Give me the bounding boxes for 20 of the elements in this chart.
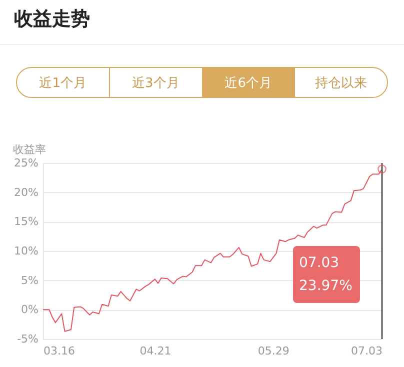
y-tick-label: 20% bbox=[14, 186, 38, 199]
y-tick-label: 0% bbox=[21, 303, 38, 316]
y-tick-label: 5% bbox=[21, 274, 38, 287]
chart-title: 收益走势 bbox=[14, 7, 90, 32]
annotation: 07.03 bbox=[299, 254, 340, 273]
y-tick-label: -5% bbox=[17, 332, 38, 346]
annotation: 23.97% bbox=[299, 277, 354, 296]
text: 持仓以来 bbox=[294, 68, 387, 97]
y-tick-label: 10% bbox=[14, 244, 38, 258]
y-tick-label: 25% bbox=[14, 156, 38, 170]
x-tick-label: 07.03 bbox=[351, 344, 382, 358]
x-tick-label: 05.29 bbox=[258, 344, 290, 358]
text: 近1个月 bbox=[38, 74, 88, 92]
text: 近3个月 bbox=[108, 68, 202, 97]
y-tick-label: 15% bbox=[14, 215, 38, 228]
y-axis-title: 收益率 bbox=[13, 143, 46, 156]
tooltip-box: 07.03 23.97% bbox=[293, 246, 360, 303]
x-tick-label: 03.16 bbox=[44, 344, 75, 358]
x-tick-label: 04.21 bbox=[140, 344, 172, 358]
text: 近6个月 bbox=[202, 68, 294, 97]
